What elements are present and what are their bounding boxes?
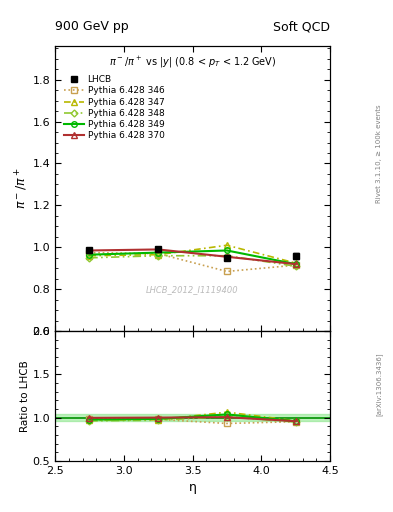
- Text: [arXiv:1306.3436]: [arXiv:1306.3436]: [376, 352, 383, 416]
- Text: Rivet 3.1.10, ≥ 100k events: Rivet 3.1.10, ≥ 100k events: [376, 104, 382, 203]
- Text: $\pi^-/\pi^+$ vs $|y|$ (0.8 < $p_T$ < 1.2 GeV): $\pi^-/\pi^+$ vs $|y|$ (0.8 < $p_T$ < 1.…: [109, 55, 276, 70]
- Legend: LHCB, Pythia 6.428 346, Pythia 6.428 347, Pythia 6.428 348, Pythia 6.428 349, Py: LHCB, Pythia 6.428 346, Pythia 6.428 347…: [62, 73, 166, 142]
- Text: LHCB_2012_I1119400: LHCB_2012_I1119400: [146, 285, 239, 294]
- Text: Soft QCD: Soft QCD: [273, 20, 330, 33]
- Y-axis label: $\pi^-/\pi^+$: $\pi^-/\pi^+$: [13, 168, 29, 209]
- Bar: [55, 414, 330, 421]
- Y-axis label: Ratio to LHCB: Ratio to LHCB: [20, 360, 29, 432]
- Text: 900 GeV pp: 900 GeV pp: [55, 20, 129, 33]
- X-axis label: η: η: [189, 481, 196, 494]
